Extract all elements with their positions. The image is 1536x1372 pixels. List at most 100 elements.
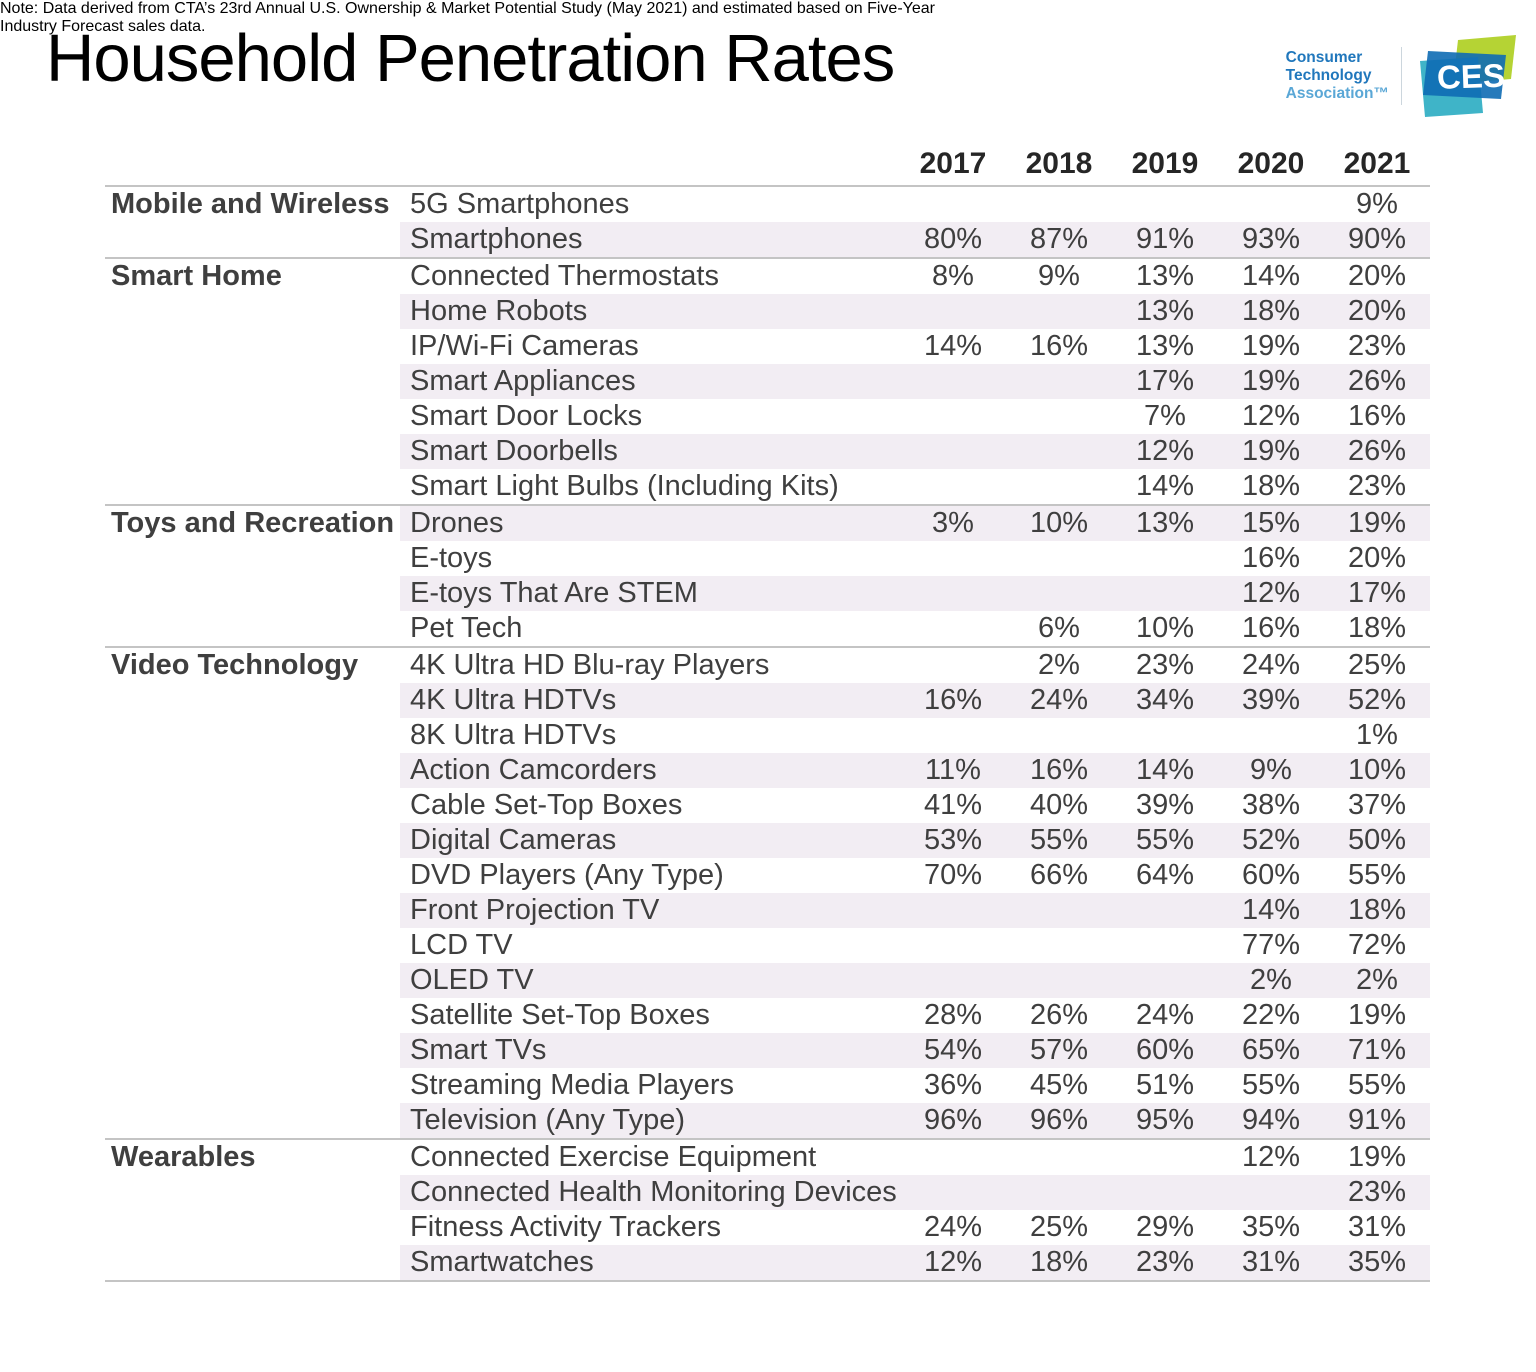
table-row: Front Projection TV 14% 18%: [105, 893, 1430, 928]
penetration-value: 57%: [1006, 1033, 1112, 1068]
penetration-value: [900, 1175, 1006, 1210]
penetration-value: 34%: [1112, 683, 1218, 718]
penetration-value: 6%: [1038, 612, 1080, 644]
penetration-value: [900, 718, 1006, 753]
penetration-value: 54%: [900, 1033, 1006, 1068]
penetration-value: [900, 399, 1006, 434]
category-label: [105, 858, 400, 893]
penetration-value: 16%: [1347, 400, 1407, 432]
penetration-value: [900, 469, 1006, 504]
penetration-value: 35%: [1324, 1245, 1430, 1280]
logo-divider: [1401, 47, 1402, 105]
table-row: 8K Ultra HDTVs 1%: [105, 718, 1430, 753]
cta-ces-logo: Consumer Technology Association™ CES: [1286, 34, 1522, 118]
category-label: [105, 1210, 400, 1245]
category-label: Mobile and Wireless: [111, 188, 390, 220]
product-label: Smart Doorbells: [400, 434, 900, 469]
product-label: DVD Players (Any Type): [410, 859, 724, 891]
penetration-value: 16%: [1241, 612, 1301, 644]
penetration-value: 17%: [1324, 576, 1430, 611]
ces-logo-icon: CES: [1420, 35, 1516, 117]
table-row: Action Camcorders 11% 16% 14% 9% 10%: [105, 753, 1430, 788]
penetration-value: 28%: [923, 999, 983, 1031]
penetration-value: 64%: [1135, 859, 1195, 891]
penetration-value: [1218, 718, 1324, 753]
penetration-value: 35%: [1241, 1211, 1301, 1243]
penetration-value: [900, 893, 1006, 928]
cta-logo-line: Association™: [1285, 85, 1389, 103]
penetration-value: 23%: [1347, 330, 1407, 362]
table-row: Fitness Activity Trackers 24% 25% 29% 35% 31%: [105, 1210, 1430, 1245]
table-row: Cable Set-Top Boxes 41% 40% 39% 38% 37%: [105, 788, 1430, 823]
penetration-value: 53%: [900, 823, 1006, 858]
penetration-value: [1006, 963, 1112, 998]
category-label: [105, 541, 400, 576]
table-row: LCD TV 77% 72%: [105, 928, 1430, 963]
table-row: IP/Wi-Fi Cameras 14% 16% 13% 19% 23%: [105, 329, 1430, 364]
category-label: Smart Home: [111, 260, 282, 292]
table-row: OLED TV 2% 2%: [105, 963, 1430, 998]
penetration-value: 22%: [1241, 999, 1301, 1031]
penetration-value: 2%: [1038, 649, 1080, 681]
penetration-value: 19%: [1347, 1141, 1407, 1173]
penetration-value: 13%: [1112, 294, 1218, 329]
penetration-value: [1112, 893, 1218, 928]
product-label: 4K Ultra HDTVs: [400, 683, 900, 718]
penetration-table: 2017 2018 2019 2020 2021 Mobile and Wire…: [105, 143, 1430, 1282]
penetration-value: 8%: [932, 260, 974, 292]
penetration-value: [900, 576, 1006, 611]
category-label: [105, 683, 400, 718]
penetration-value: 40%: [1029, 789, 1089, 821]
product-label: 4K Ultra HD Blu-ray Players: [410, 649, 770, 681]
table-row: E-toys That Are STEM 12% 17%: [105, 576, 1430, 611]
category-label: [105, 788, 400, 823]
penetration-value: 14%: [1135, 470, 1195, 502]
product-label: Smart Light Bulbs (Including Kits): [410, 470, 839, 502]
penetration-value: [900, 364, 1006, 399]
product-label: Action Camcorders: [400, 753, 900, 788]
penetration-value: 19%: [1324, 506, 1430, 541]
category-label: [105, 329, 400, 364]
penetration-value: 23%: [1112, 1245, 1218, 1280]
product-label: E-toys: [410, 542, 493, 574]
penetration-value: 18%: [1324, 893, 1430, 928]
category-label: [105, 364, 400, 399]
category-label: Video Technology: [111, 649, 359, 681]
penetration-value: 60%: [1112, 1033, 1218, 1068]
table-row: Smart Appliances 17% 19% 26%: [105, 364, 1430, 399]
penetration-value: 14%: [923, 330, 983, 362]
penetration-value: 10%: [1135, 612, 1195, 644]
penetration-value: 14%: [1112, 753, 1218, 788]
penetration-value: 24%: [923, 1211, 983, 1243]
penetration-value: 16%: [1029, 330, 1089, 362]
penetration-value: 31%: [1347, 1211, 1407, 1243]
penetration-value: 18%: [1218, 294, 1324, 329]
product-label: E-toys That Are STEM: [400, 576, 900, 611]
penetration-value: 31%: [1218, 1245, 1324, 1280]
penetration-value: 66%: [1029, 859, 1089, 891]
penetration-value: 2%: [1218, 963, 1324, 998]
product-label: Connected Exercise Equipment: [410, 1141, 817, 1173]
product-label: Streaming Media Players: [410, 1069, 734, 1101]
year-header: 2021: [1343, 147, 1411, 180]
cta-logo-line: Consumer: [1285, 48, 1363, 66]
penetration-value: 25%: [1029, 1211, 1089, 1243]
year-header: 2017: [919, 147, 987, 180]
penetration-value: [1006, 576, 1112, 611]
category-label: [105, 434, 400, 469]
penetration-value: [1006, 294, 1112, 329]
penetration-value: 23%: [1324, 1175, 1430, 1210]
category-label: Wearables: [111, 1141, 256, 1173]
penetration-value: 12%: [900, 1245, 1006, 1280]
penetration-value: 96%: [1006, 1103, 1112, 1138]
penetration-value: 55%: [1347, 859, 1407, 891]
penetration-value: 9%: [1218, 753, 1324, 788]
penetration-value: 20%: [1324, 294, 1430, 329]
penetration-value: 39%: [1135, 789, 1195, 821]
penetration-value: 96%: [900, 1103, 1006, 1138]
table-row: Pet Tech 6% 10% 16% 18%: [105, 611, 1430, 646]
product-label: LCD TV: [410, 929, 513, 961]
table-row: Streaming Media Players 36% 45% 51% 55% 55%: [105, 1068, 1430, 1103]
table-row: Smartwatches 12% 18% 23% 31% 35%: [105, 1245, 1430, 1280]
